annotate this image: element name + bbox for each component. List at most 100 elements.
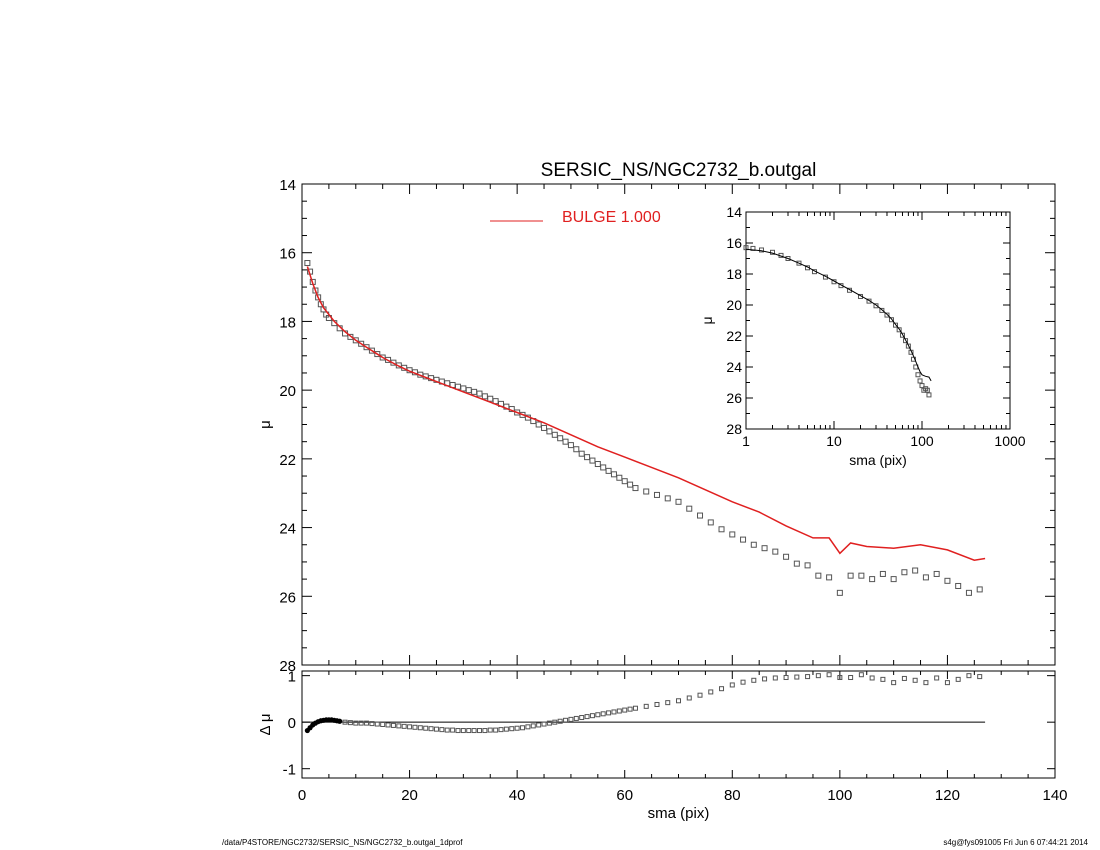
inset-ytick-label: 28 [726,421,742,437]
data-point [594,461,601,468]
resid-point [622,707,628,713]
inset-xtick-label: 1 [742,433,750,449]
xtick-label: 100 [827,787,852,804]
data-point [476,390,483,397]
inset-ylabel: μ [699,316,715,324]
resid-point [471,728,477,734]
data-point [729,531,736,538]
data-point [826,574,833,581]
resid-point [880,676,886,682]
data-point [653,491,660,498]
resid-point [460,728,466,734]
resid-point [450,727,456,733]
resid-point [364,720,370,726]
data-point [869,576,876,583]
resid-point [417,725,423,731]
data-point [922,574,929,581]
resid-point [595,712,601,718]
main-ylabel: μ [257,420,274,429]
resid-point [482,728,488,734]
resid-point [433,726,439,732]
inset-xtick-label: 100 [910,433,934,449]
xtick-label: 140 [1042,787,1067,804]
resid-point [643,703,649,709]
resid-point [407,724,413,730]
data-point [460,385,467,392]
data-point [541,424,548,431]
resid-point [487,727,493,733]
data-point [368,347,375,354]
data-point [546,428,553,435]
data-point [912,567,919,574]
resid-point [762,676,768,682]
resid-point [401,723,407,729]
resid-point [783,675,789,681]
resid-point [848,675,854,681]
data-point [551,431,558,438]
resid-point [342,719,348,725]
data-point [535,421,542,428]
resid-point [509,726,515,732]
footer-file-path: /data/P4STORE/NGC2732/SERSIC_NS/NGC2732_… [222,838,463,847]
resid-point [611,709,617,715]
data-point [847,572,854,579]
data-point [879,570,886,577]
data-point [664,495,671,502]
resid-point [385,722,391,728]
inset-data-point [924,387,930,393]
data-point [718,526,725,533]
xtick-label: 20 [401,787,418,804]
data-point [304,260,311,267]
resid-point [396,723,402,729]
inset-data-point [873,303,879,309]
resid-point [536,722,542,728]
inset-background [746,212,1010,429]
data-point [697,512,704,519]
inset-xtick-label: 10 [826,433,842,449]
inset-data-point [905,343,911,349]
resid-point [353,720,359,726]
resid-point [380,722,386,727]
resid-point [439,727,445,733]
resid-point [568,716,574,722]
data-point [955,582,962,589]
inset-data-point [879,307,885,313]
resid-point [589,713,595,719]
resid-point [805,674,811,680]
data-point [584,454,591,461]
resid-point [891,680,897,686]
data-point [858,572,865,579]
inset-log-panel: 1 10 100 1000 14 16 18 20 22 24 26 28 sma (pix) μ [699,204,1026,468]
resid-point [466,728,472,734]
resid-point [837,675,843,681]
data-point [707,519,714,526]
resid-point [772,675,778,681]
resid-point [498,727,504,733]
xtick-label: 0 [298,787,306,804]
data-point [750,541,757,548]
data-point [621,478,628,485]
resid-point [476,728,482,734]
data-point [804,562,811,569]
data-point [933,570,940,577]
inset-xtick-label: 1000 [994,433,1025,449]
resid-point [423,725,429,731]
x-axis-label: sma (pix) [648,805,710,822]
inset-data-point [758,247,764,253]
resid-point [627,706,633,712]
inset-data-point [899,332,905,338]
xtick-label: 80 [724,787,741,804]
resid-point [358,720,364,726]
data-point [589,457,596,464]
resid-point [584,714,590,720]
data-point [610,471,617,478]
resid-point [428,726,434,732]
inset-ytick-label: 16 [726,235,742,251]
main-ytick-label: 24 [279,521,296,538]
inset-ytick-label: 18 [726,266,742,282]
data-point [965,589,972,596]
inset-data-point [896,327,902,333]
resid-point [337,718,343,724]
resid-point [665,700,671,706]
inset-data-point [926,392,932,398]
